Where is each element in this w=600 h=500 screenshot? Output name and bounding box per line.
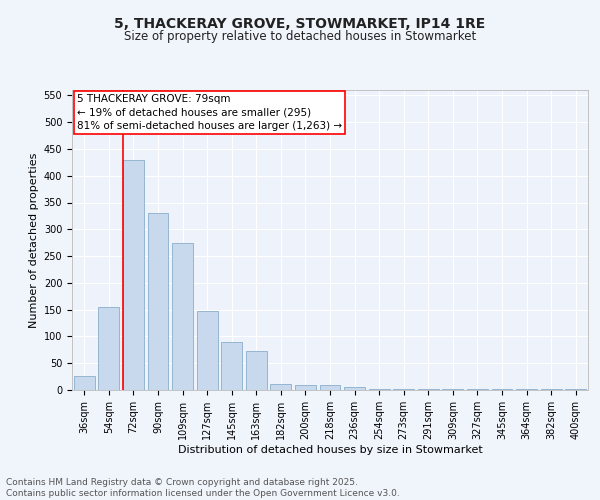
Y-axis label: Number of detached properties: Number of detached properties <box>29 152 40 328</box>
Bar <box>246 352 267 390</box>
Bar <box>148 213 169 390</box>
Bar <box>197 310 218 390</box>
Bar <box>344 388 365 390</box>
Bar <box>221 342 242 390</box>
Bar <box>74 376 95 390</box>
Text: Size of property relative to detached houses in Stowmarket: Size of property relative to detached ho… <box>124 30 476 43</box>
Bar <box>320 384 340 390</box>
Text: Contains HM Land Registry data © Crown copyright and database right 2025.
Contai: Contains HM Land Registry data © Crown c… <box>6 478 400 498</box>
X-axis label: Distribution of detached houses by size in Stowmarket: Distribution of detached houses by size … <box>178 444 482 454</box>
Bar <box>295 384 316 390</box>
Bar <box>172 242 193 390</box>
Bar <box>98 307 119 390</box>
Bar <box>565 389 586 390</box>
Bar <box>123 160 144 390</box>
Bar <box>368 389 389 390</box>
Text: 5, THACKERAY GROVE, STOWMARKET, IP14 1RE: 5, THACKERAY GROVE, STOWMARKET, IP14 1RE <box>115 18 485 32</box>
Bar <box>271 384 292 390</box>
Text: 5 THACKERAY GROVE: 79sqm
← 19% of detached houses are smaller (295)
81% of semi-: 5 THACKERAY GROVE: 79sqm ← 19% of detach… <box>77 94 342 131</box>
